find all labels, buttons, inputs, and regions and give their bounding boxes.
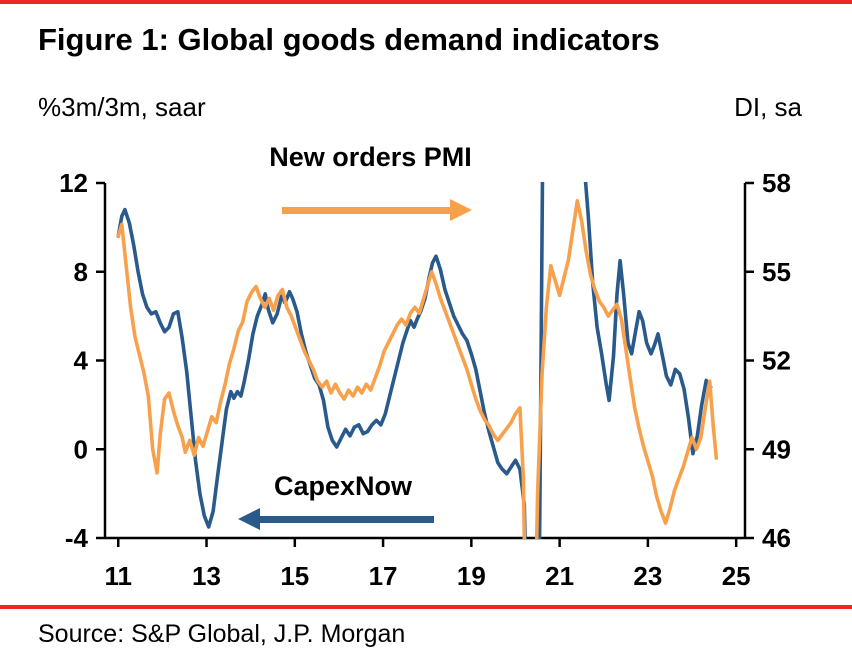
x-axis-tick-label: 17 [369, 561, 398, 591]
top-red-rule [0, 0, 852, 4]
x-axis-tick-label: 13 [192, 561, 221, 591]
pmi-annotation-label: New orders PMI [269, 142, 472, 172]
figure-title: Figure 1: Global goods demand indicators [38, 22, 660, 57]
capex-arrow-shaft [260, 515, 434, 523]
x-axis-tick-label: 19 [457, 561, 486, 591]
right-axis-tick-label: 52 [762, 346, 791, 376]
bottom-red-rule [0, 605, 852, 609]
x-axis-tick-label: 25 [722, 561, 751, 591]
right-axis-tick-label: 46 [762, 523, 791, 553]
left-axis-tick-label: 12 [59, 168, 88, 198]
source-note: Source: S&P Global, J.P. Morgan [38, 620, 406, 648]
x-axis-tick-label: 15 [280, 561, 309, 591]
left-axis-tick-label: 4 [74, 346, 89, 376]
line-chart: 12 8 4 0 -4 58 55 52 49 46 11 13 15 17 19 21 23 25 [59, 168, 791, 591]
pmi-arrow-head [450, 199, 472, 221]
capex-arrow-head [238, 508, 260, 530]
left-axis-tick-label: -4 [65, 523, 89, 553]
x-axis-tick-label: 11 [104, 561, 132, 591]
series-line-new-orders-pmi [116, 199, 719, 539]
left-axis-tick-label: 0 [74, 434, 88, 464]
pmi-arrow-shaft [282, 206, 450, 214]
left-axis-tick-label: 8 [74, 257, 88, 287]
right-axis-tick-label: 49 [762, 434, 791, 464]
axis-titles-row: %3m/3m, saar DI, sa [38, 92, 802, 123]
right-axis-title: DI, sa [734, 92, 802, 122]
right-axis-tick-label: 55 [762, 257, 791, 287]
capex-annotation-label: CapexNow [273, 471, 413, 501]
plot-area [116, 182, 719, 539]
pmi-right-arrow-icon [282, 199, 472, 221]
series-line-capexnow [116, 182, 713, 539]
left-axis-title: %3m/3m, saar [38, 92, 206, 122]
capex-left-arrow-icon [238, 508, 434, 530]
x-axis-tick-label: 23 [633, 561, 662, 591]
right-axis-tick-label: 58 [762, 168, 791, 198]
x-axis-tick-label: 21 [545, 561, 574, 591]
